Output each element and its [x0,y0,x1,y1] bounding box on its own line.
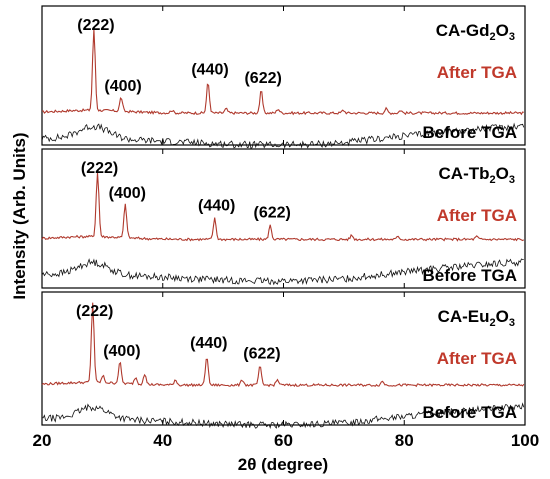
series-label: After TGA [437,349,517,368]
x-tick-label: 80 [395,431,414,450]
peak-label: (400) [109,185,146,202]
series-line [41,28,524,116]
x-tick-label: 20 [33,431,52,450]
x-axis-label: 2θ (degree) [238,455,328,474]
y-axis-label: Intensity (Arb. Units) [10,132,29,299]
series-line [41,122,525,149]
series-line [41,402,525,430]
series-line [41,172,525,242]
labels-layer: After TGA (222) (400) (440) (622) Before TGA C… [76,17,517,422]
curves-layer [41,28,525,430]
peak-label: (440) [198,198,235,215]
peak-label: (400) [103,343,140,360]
peak-label: (222) [81,160,118,177]
x-tick-label: 40 [153,431,172,450]
peak-label: (222) [77,17,114,34]
sample-label: CA-Gd2O3 [436,21,515,43]
series-label: Before TGA [423,266,517,285]
series-label: Before TGA [423,403,517,422]
series-label: After TGA [437,206,517,225]
peak-label: (622) [254,204,291,221]
peak-label: (400) [104,78,141,95]
series-label: After TGA [437,63,517,82]
peak-label: (440) [191,61,228,78]
sample-label: CA-Tb2O3 [439,164,515,186]
peak-label: (222) [76,303,113,320]
series-line [41,258,524,286]
x-tick-label: 100 [511,431,539,450]
series-label: Before TGA [423,123,517,142]
sample-label: CA-Eu2O3 [438,307,515,329]
peak-label: (440) [190,335,227,352]
peak-label: (622) [243,345,280,362]
peak-label: (622) [244,70,281,87]
x-tick-label: 60 [274,431,293,450]
x-axis: 20 40 60 80 100 [33,6,539,450]
series-line [41,302,525,388]
